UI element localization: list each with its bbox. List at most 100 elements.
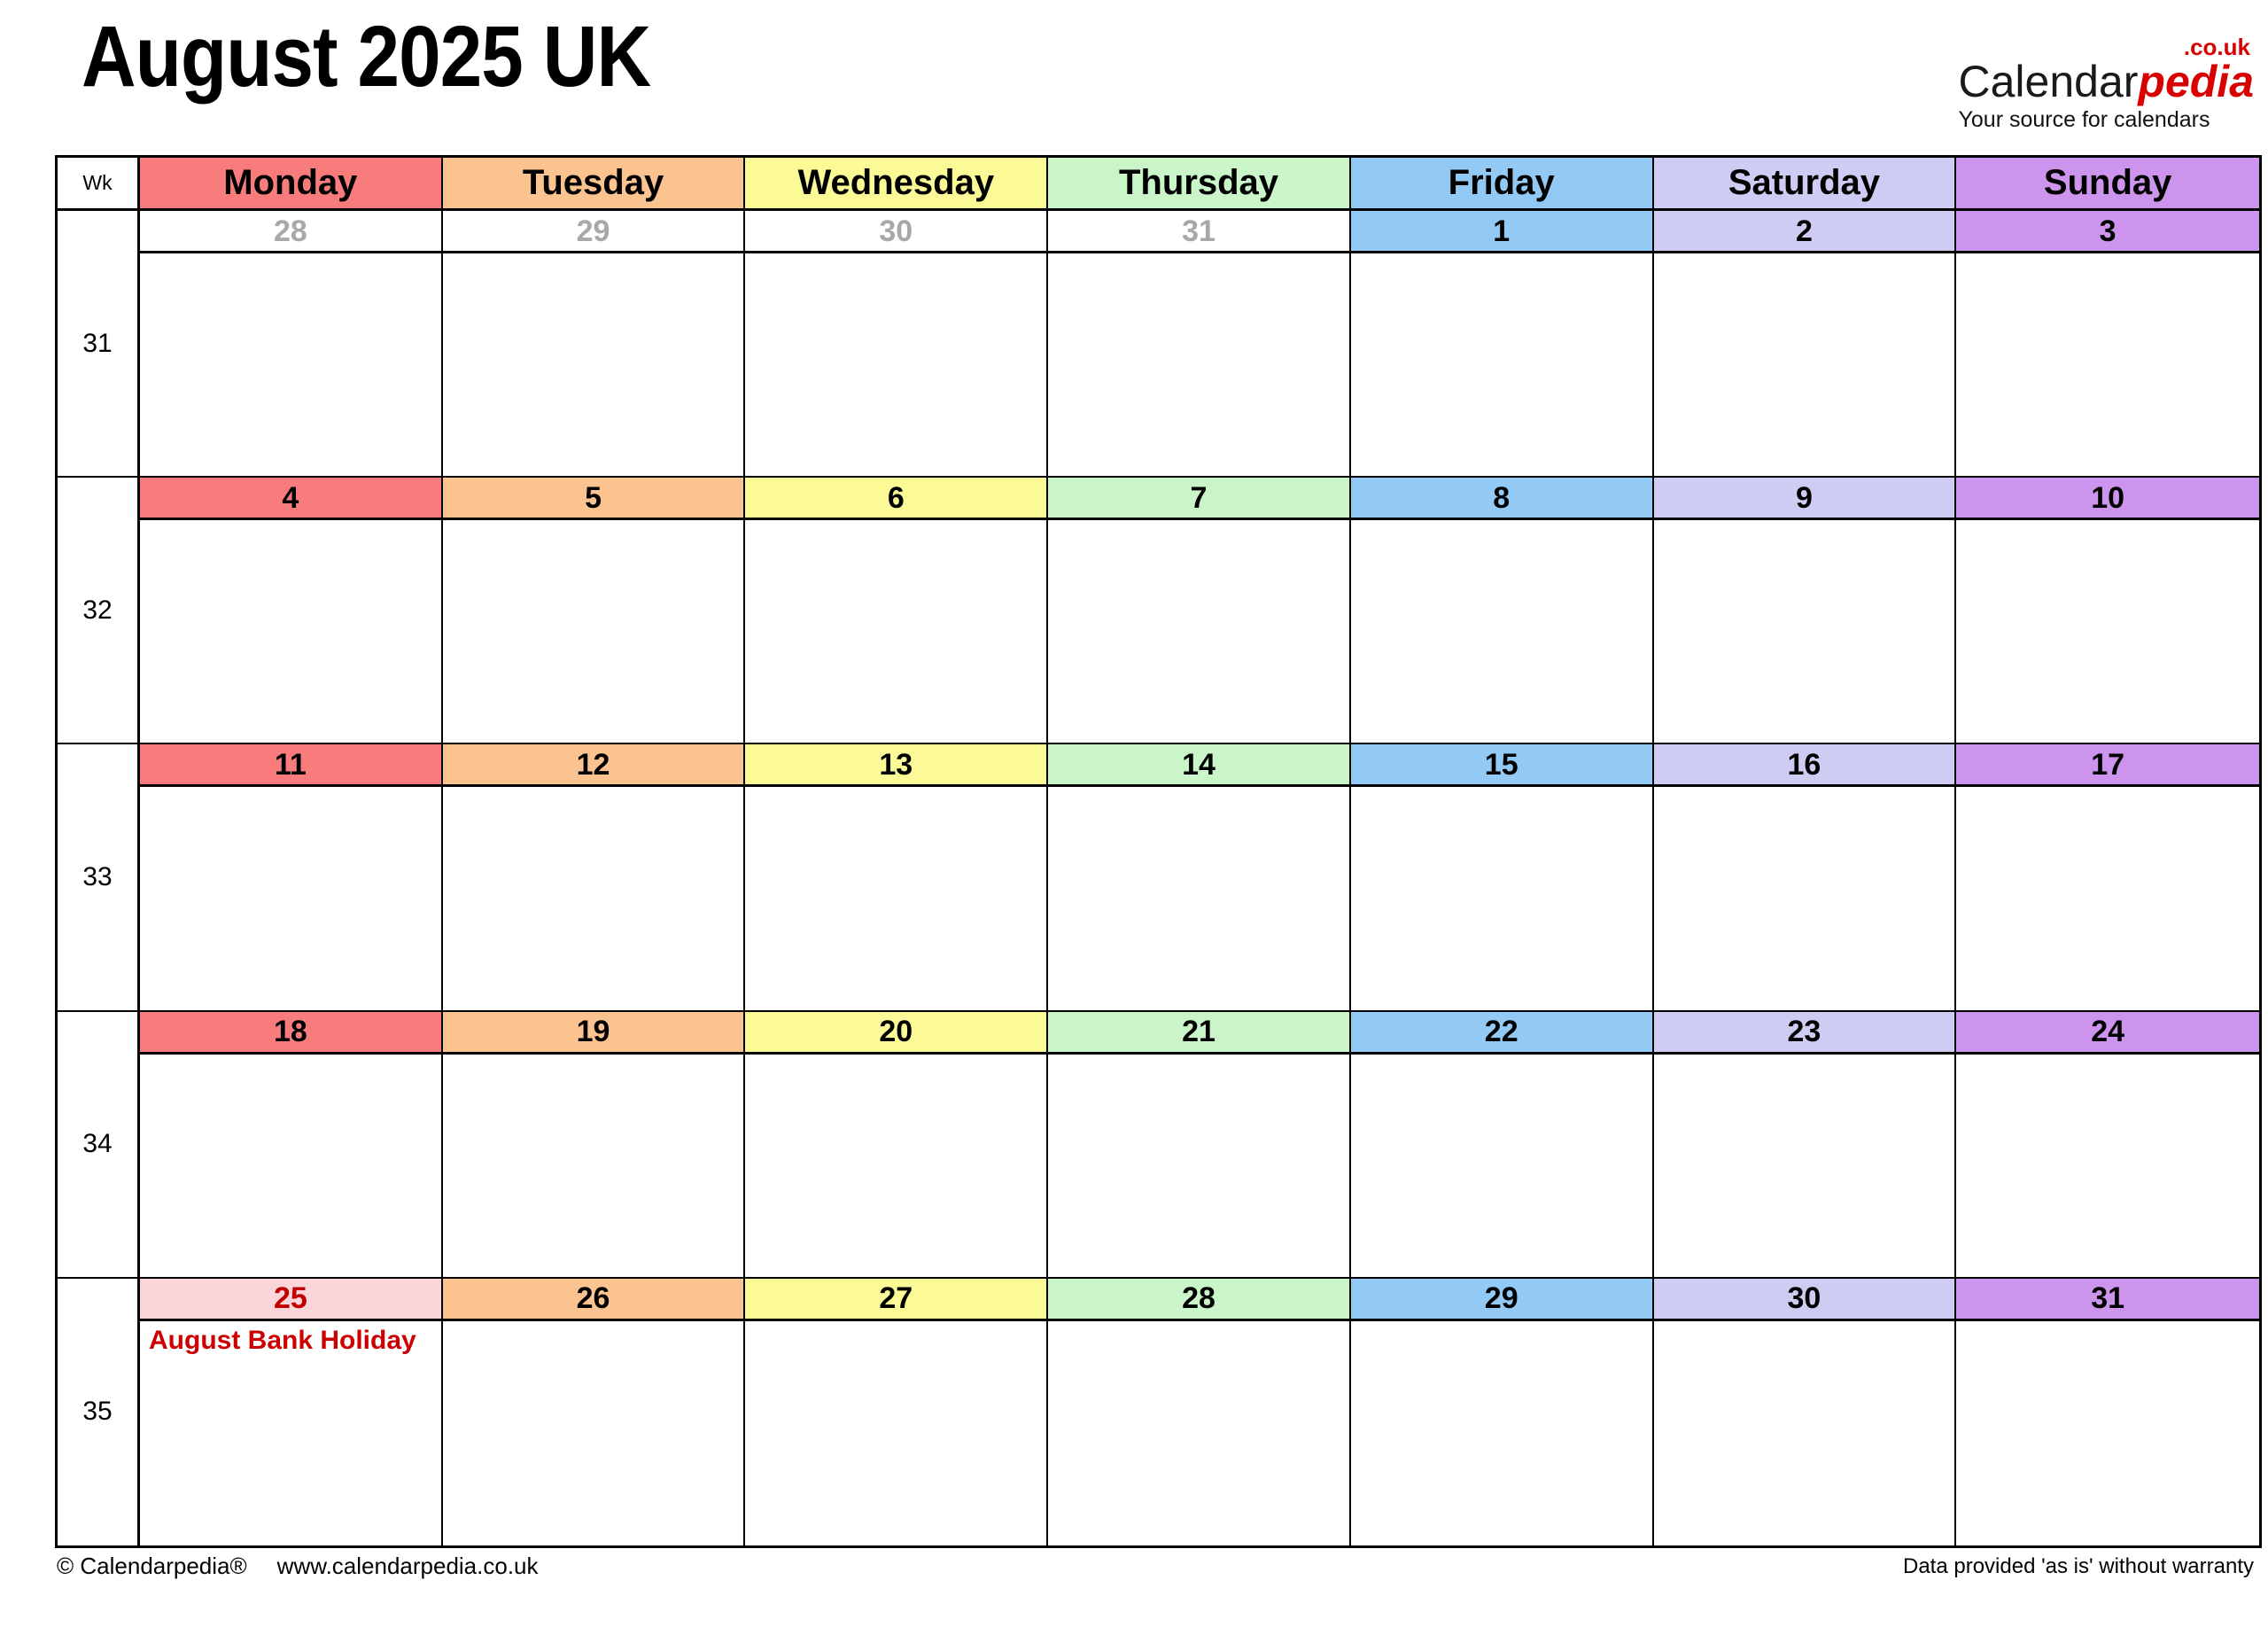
- date-band: 28: [1048, 1278, 1349, 1321]
- day-cell: 24: [1956, 1011, 2259, 1279]
- logo-text-pedia: pedia: [2138, 57, 2254, 106]
- day-cell: 7: [1048, 478, 1351, 745]
- date-number: 20: [879, 1015, 913, 1049]
- notes-area: [1351, 1321, 1652, 1545]
- wk-header: Wk: [58, 158, 140, 211]
- notes-area: [1048, 1321, 1349, 1545]
- day-cell: 28: [1048, 1278, 1351, 1545]
- notes-area: [1048, 787, 1349, 1009]
- date-number: 26: [576, 1281, 610, 1316]
- notes-area: [1956, 253, 2259, 476]
- day-cell: 5: [442, 478, 746, 745]
- notes-area: [1351, 253, 1652, 476]
- notes-area: [745, 520, 1046, 743]
- week-number: 33: [58, 744, 140, 1012]
- date-band: 30: [1653, 1278, 1955, 1321]
- notes-area: [745, 1321, 1046, 1545]
- day-cell: 8: [1350, 478, 1654, 745]
- date-number: 23: [1787, 1015, 1821, 1049]
- date-band: 3: [1956, 211, 2259, 253]
- notes-area: [1654, 520, 1955, 743]
- notes-area: [140, 1055, 441, 1277]
- notes-area: [1956, 1055, 2259, 1277]
- day-cell: 20: [745, 1011, 1049, 1279]
- date-number: 15: [1484, 747, 1518, 782]
- date-band: 26: [442, 1278, 744, 1321]
- day-cell: 28: [140, 211, 443, 479]
- date-number: 30: [879, 214, 913, 248]
- day-cell: 10: [1956, 478, 2259, 745]
- day-cell: 17: [1956, 744, 2259, 1012]
- date-band: 29: [442, 211, 744, 253]
- footer-url: www.calendarpedia.co.uk: [276, 1553, 539, 1579]
- date-band: 12: [442, 744, 744, 788]
- date-number: 28: [273, 214, 307, 248]
- day-cell: 19: [442, 1011, 746, 1279]
- calendar-table: Wk Monday Tuesday Wednesday Thursday Friday Sa…: [55, 155, 2262, 1548]
- date-band: 22: [1350, 1011, 1652, 1055]
- logo-tld: .co.uk: [2183, 34, 2250, 60]
- notes-area: [140, 787, 441, 1009]
- footer-left: © Calendarpedia® www.calendarpedia.co.uk: [57, 1553, 539, 1580]
- day-cell: 29: [1350, 1278, 1654, 1545]
- date-number: 18: [273, 1015, 307, 1049]
- holiday-note: August Bank Holiday: [149, 1325, 416, 1355]
- date-number: 12: [576, 747, 610, 782]
- date-band: 15: [1350, 744, 1652, 788]
- day-header-sunday: Sunday: [1956, 158, 2259, 211]
- notes-area: August Bank Holiday: [140, 1321, 441, 1545]
- date-band: 17: [1956, 744, 2259, 788]
- date-band: 18: [140, 1011, 441, 1055]
- notes-area: [745, 787, 1046, 1009]
- notes-area: [1048, 520, 1349, 743]
- week-number: 32: [58, 478, 140, 745]
- date-number: 29: [576, 214, 610, 248]
- footer-copyright: © Calendarpedia®: [57, 1553, 247, 1579]
- date-band: 25: [140, 1278, 441, 1321]
- notes-area: [1048, 253, 1349, 476]
- notes-area: [140, 520, 441, 743]
- notes-area: [443, 520, 744, 743]
- day-cell: 30: [1653, 1278, 1957, 1545]
- day-cell: 14: [1048, 744, 1351, 1012]
- day-header-friday: Friday: [1350, 158, 1654, 211]
- date-number: 31: [2091, 1281, 2125, 1316]
- date-number: 19: [576, 1015, 610, 1049]
- date-band: 16: [1653, 744, 1955, 788]
- day-cell: 1: [1350, 211, 1654, 479]
- date-band: 23: [1653, 1011, 1955, 1055]
- date-number: 14: [1182, 747, 1216, 782]
- date-number: 1: [1493, 214, 1511, 248]
- week-number: 34: [58, 1011, 140, 1279]
- notes-area: [1654, 253, 1955, 476]
- notes-area: [1654, 1321, 1955, 1545]
- week-number: 35: [58, 1278, 140, 1545]
- date-number: 3: [2099, 214, 2117, 248]
- day-cell: 12: [442, 744, 746, 1012]
- date-number: 9: [1795, 480, 1813, 515]
- date-band: 7: [1048, 478, 1349, 521]
- date-band: 28: [140, 211, 441, 253]
- notes-area: [140, 253, 441, 476]
- date-band: 5: [442, 478, 744, 521]
- date-number: 7: [1190, 480, 1208, 515]
- logo-wordmark: Calendarpedia: [1959, 58, 2255, 105]
- day-cell: 15: [1350, 744, 1654, 1012]
- day-header-saturday: Saturday: [1653, 158, 1957, 211]
- day-cell: 9: [1653, 478, 1957, 745]
- notes-area: [1956, 787, 2259, 1009]
- logo-text-calendar: Calendar: [1958, 57, 2139, 106]
- day-header-wednesday: Wednesday: [745, 158, 1049, 211]
- day-cell: 27: [745, 1278, 1049, 1545]
- week-number: 31: [58, 211, 140, 479]
- notes-area: [1956, 520, 2259, 743]
- day-cell: 23: [1653, 1011, 1957, 1279]
- date-number: 11: [274, 747, 307, 782]
- day-cell: 26: [442, 1278, 746, 1545]
- notes-area: [745, 1055, 1046, 1277]
- logo-tagline: Your source for calendars: [1958, 106, 2210, 132]
- day-cell: 21: [1048, 1011, 1351, 1279]
- day-cell: 29: [442, 211, 746, 479]
- notes-area: [1654, 1055, 1955, 1277]
- page-title: August 2025 UK: [82, 8, 651, 105]
